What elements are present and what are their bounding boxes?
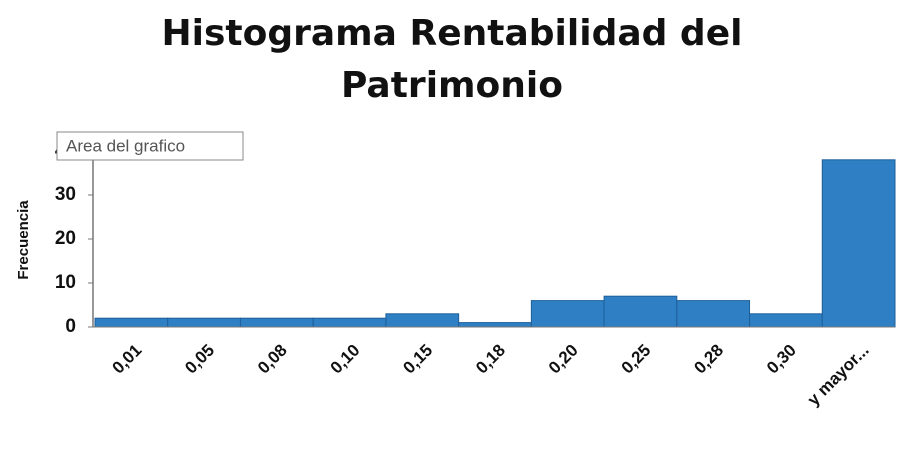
tooltip-text: Area del grafico xyxy=(66,136,185,155)
bar xyxy=(749,313,823,328)
tooltip: Area del grafico xyxy=(56,131,244,161)
tooltip-box xyxy=(56,131,244,161)
bar xyxy=(239,317,314,328)
x-tick-label: y mayor... xyxy=(804,341,873,410)
bar xyxy=(94,317,169,328)
bar xyxy=(676,300,751,328)
bar xyxy=(603,295,678,328)
x-tick-label: 0,15 xyxy=(399,341,436,378)
x-tick-label: 0,18 xyxy=(472,341,509,378)
x-tick-label: 0,20 xyxy=(545,341,582,378)
y-tick-label: 20 xyxy=(55,228,76,249)
y-axis-label: Frecuencia xyxy=(15,200,32,280)
x-tick-label: 0,08 xyxy=(254,341,291,378)
x-tick-label: 0,10 xyxy=(327,341,364,378)
x-tick-label: 0,30 xyxy=(763,341,800,378)
x-tick-label: 0,01 xyxy=(109,341,146,378)
bar xyxy=(167,317,241,328)
chart-title: Histograma Rentabilidad del Patrimonio xyxy=(161,13,743,106)
x-tick-label: 0,28 xyxy=(690,341,727,378)
x-tick-label: 0,25 xyxy=(618,341,655,378)
y-tick-label: 10 xyxy=(55,272,76,293)
y-tick-label: 30 xyxy=(55,184,76,205)
bar xyxy=(385,313,460,328)
y-tick-label: 0 xyxy=(65,316,76,337)
bar xyxy=(312,317,387,328)
bar xyxy=(821,159,896,328)
bar xyxy=(458,322,532,328)
bar xyxy=(530,300,605,328)
x-tick-label: 0,05 xyxy=(181,341,218,378)
